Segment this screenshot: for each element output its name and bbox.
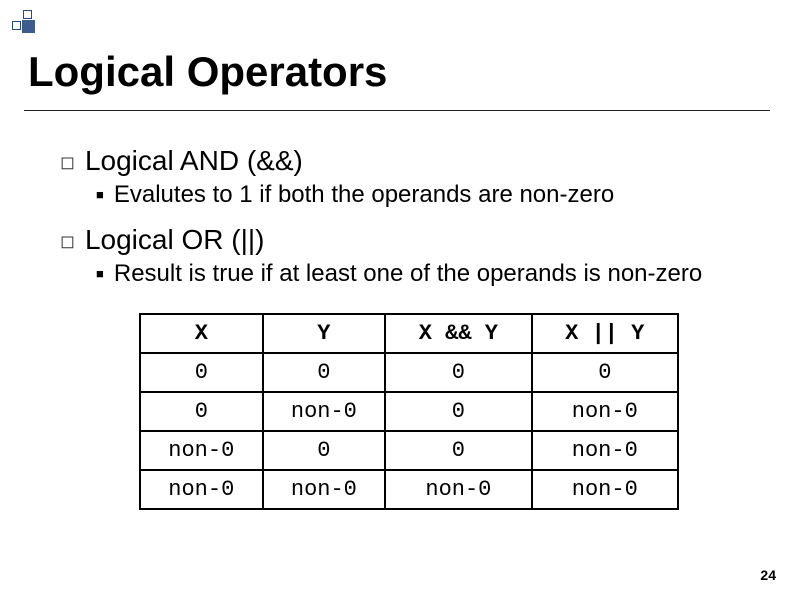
table-row: non-0 0 0 non-0: [140, 431, 678, 470]
col-header: X && Y: [385, 314, 531, 353]
hollow-square-icon: ◻: [60, 231, 75, 252]
page-number: 24: [760, 567, 776, 583]
bullet-l1-text: Logical OR (||): [85, 224, 264, 256]
table-cell: non-0: [532, 392, 678, 431]
table-cell: non-0: [385, 470, 531, 509]
table-cell: non-0: [263, 470, 386, 509]
table-cell: 0: [385, 353, 531, 392]
slide-title: Logical Operators: [0, 0, 794, 96]
solid-square-icon: ■: [96, 266, 104, 281]
table-cell: 0: [263, 431, 386, 470]
hollow-square-icon: ◻: [60, 152, 75, 173]
table-cell: 0: [263, 353, 386, 392]
col-header: X: [140, 314, 263, 353]
table-header-row: X Y X && Y X || Y: [140, 314, 678, 353]
solid-square-icon: ■: [96, 187, 104, 202]
table-cell: 0: [140, 392, 263, 431]
table-cell: 0: [532, 353, 678, 392]
table-cell: non-0: [140, 431, 263, 470]
bullet-logical-and: ◻ Logical AND (&&): [60, 145, 758, 177]
table-cell: non-0: [263, 392, 386, 431]
bullet-l2-text: Result is true if at least one of the op…: [114, 260, 702, 289]
truth-table: X Y X && Y X || Y 0 0 0 0 0 non-0 0 non-…: [139, 313, 679, 510]
table-row: non-0 non-0 non-0 non-0: [140, 470, 678, 509]
table-row: 0 non-0 0 non-0: [140, 392, 678, 431]
table-cell: non-0: [532, 470, 678, 509]
bullet-l1-text: Logical AND (&&): [85, 145, 303, 177]
bullet-l2-text: Evalutes to 1 if both the operands are n…: [114, 181, 614, 210]
table-row: 0 0 0 0: [140, 353, 678, 392]
table-cell: 0: [385, 431, 531, 470]
col-header: X || Y: [532, 314, 678, 353]
table-cell: non-0: [140, 470, 263, 509]
table-cell: non-0: [532, 431, 678, 470]
content-area: ◻ Logical AND (&&) ■ Evalutes to 1 if bo…: [0, 111, 794, 510]
col-header: Y: [263, 314, 386, 353]
table-cell: 0: [385, 392, 531, 431]
table-cell: 0: [140, 353, 263, 392]
bullet-or-detail: ■ Result is true if at least one of the …: [60, 260, 758, 289]
bullet-and-detail: ■ Evalutes to 1 if both the operands are…: [60, 181, 758, 210]
bullet-logical-or: ◻ Logical OR (||): [60, 224, 758, 256]
corner-decoration: [12, 10, 40, 38]
